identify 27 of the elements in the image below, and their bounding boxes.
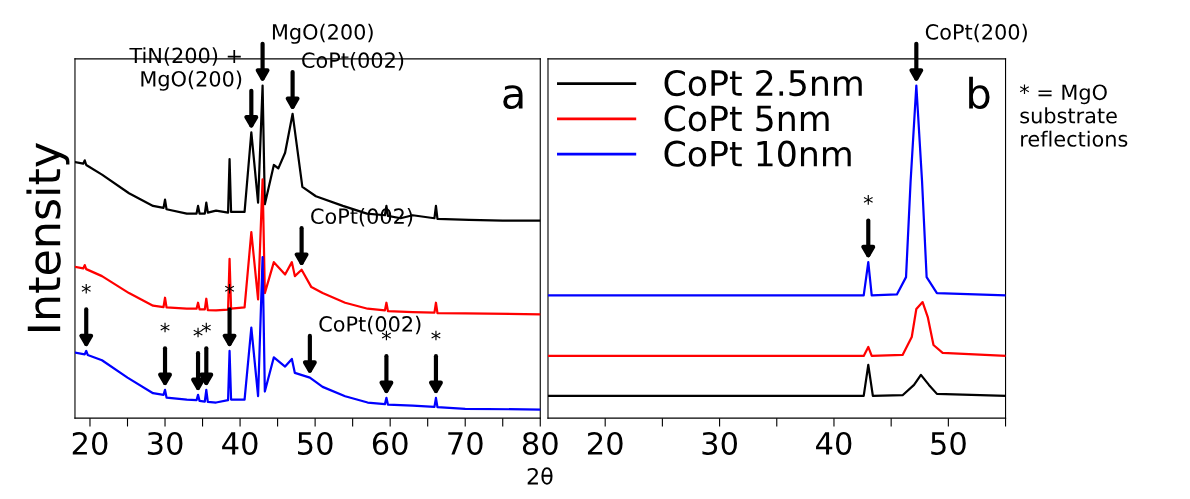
annotation: * (863, 195, 873, 205)
x-tick-label: 70 (448, 431, 483, 456)
legend-label: CoPt 10nm (664, 140, 851, 167)
annotation: * (193, 327, 203, 338)
x-tick-label: 30 (702, 431, 737, 456)
x-tick-label: 20 (72, 431, 108, 456)
annotation: b (969, 76, 990, 110)
annotation: * (81, 283, 91, 294)
legend-label: CoPt 2.5nm (664, 69, 862, 97)
x-axis-title: 2θ (527, 467, 553, 485)
annotation: * (201, 322, 211, 333)
annotation: CoPt(200) (925, 23, 1027, 43)
x-tick-label: 30 (147, 431, 183, 456)
x-tick-label: 60 (372, 431, 408, 456)
x-tick-label: 50 (298, 431, 333, 456)
annotation: * (160, 322, 170, 333)
text: * = MgO substrate reflections (1019, 84, 1128, 147)
x-tick-label: 40 (222, 431, 258, 456)
x-tick-label: 50 (931, 431, 966, 456)
annotation: MgO(200) (272, 23, 373, 44)
y-axis-title: Intensity (26, 143, 70, 331)
legend-label: CoPt 5nm (664, 105, 829, 132)
x-tick-label: 80 (522, 431, 558, 456)
x-tick-label: 20 (587, 431, 623, 456)
x-tick-label: 40 (816, 431, 852, 456)
annotation: * (431, 330, 441, 341)
annotation: a (503, 85, 523, 110)
